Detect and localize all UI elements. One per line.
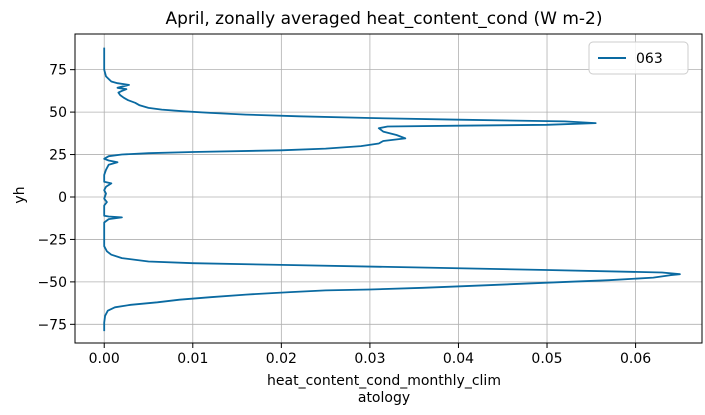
x-tick-label: 0.06 [620,351,651,367]
y-tick-label: 0 [58,190,67,206]
x-axis-ticks: 0.00 0.01 0.02 0.03 0.04 0.05 0.06 [89,343,651,367]
legend-label: 063 [636,51,663,67]
y-axis-label: yh [12,186,28,203]
gridlines [75,34,702,343]
x-tick-label: 0.03 [354,351,385,367]
x-tick-label: 0.02 [266,351,297,367]
x-axis-label-line2: atology [358,390,410,406]
y-tick-label: −75 [37,317,67,333]
x-tick-label: 0.05 [531,351,562,367]
y-tick-label: −25 [37,232,67,248]
x-tick-label: 0.04 [443,351,474,367]
x-axis-label-line1: heat_content_cond_monthly_clim [267,373,501,389]
y-tick-label: 50 [49,105,67,121]
legend: 063 [588,41,689,75]
y-tick-label: 25 [49,148,67,164]
series-line-063 [103,47,681,332]
x-tick-label: 0.01 [177,351,208,367]
plot-frame [74,33,703,344]
y-tick-label: 75 [49,63,67,79]
x-tick-label: 0.00 [89,351,120,367]
y-axis-ticks: 75 50 25 0 −25 −50 −75 [37,63,75,333]
chart-title: April, zonally averaged heat_content_con… [166,9,603,29]
y-tick-label: −50 [37,275,67,291]
legend-box [588,41,689,75]
series-layer [103,47,681,332]
